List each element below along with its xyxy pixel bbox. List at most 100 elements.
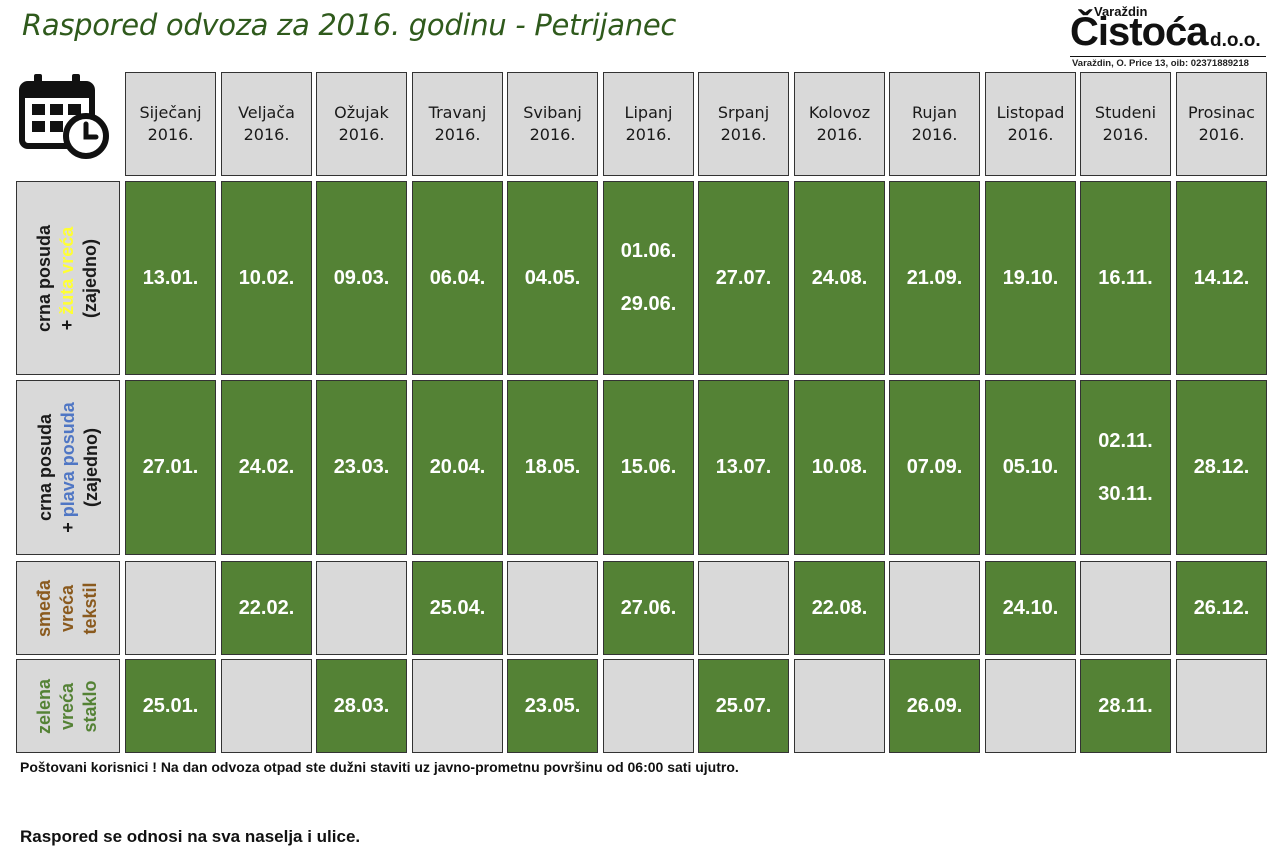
empty-cell xyxy=(889,561,980,655)
month-name: Siječanj xyxy=(139,103,202,122)
row-label-word: vreća xyxy=(57,584,78,632)
row-label-line: (zajedno) xyxy=(80,402,103,533)
pickup-date: 22.02. xyxy=(238,596,295,619)
pickup-date: 23.05. xyxy=(524,694,581,717)
pickup-date-cell: 13.01. xyxy=(125,181,216,375)
row-label-text: crna posuda + žuta vreća (zajedno) xyxy=(34,224,103,331)
month-name: Kolovoz xyxy=(808,103,871,122)
row-label-word: vreća xyxy=(57,682,78,730)
month-header: Kolovoz 2016. xyxy=(794,72,885,176)
pickup-date-cell: 19.10. xyxy=(985,181,1076,375)
month-header: Lipanj 2016. xyxy=(603,72,694,176)
pickup-date: 02.11. xyxy=(1098,429,1153,452)
pickup-date-cell: 07.09. xyxy=(889,380,980,555)
pickup-date-cell: 28.03. xyxy=(316,659,407,753)
pickup-date: 13.01. xyxy=(142,266,199,289)
pickup-date: 20.04. xyxy=(429,456,486,478)
month-name: Prosinac xyxy=(1188,103,1255,122)
month-header: Veljača 2016. xyxy=(221,72,312,176)
empty-cell xyxy=(1080,561,1171,655)
month-header: Studeni 2016. xyxy=(1080,72,1171,176)
pickup-date-cell: 04.05. xyxy=(507,181,598,375)
pickup-date-cell: 27.07. xyxy=(698,181,789,375)
row-label-word: žuta vreća xyxy=(57,226,78,315)
row-label-word: zelena xyxy=(34,678,55,734)
month-year: 2016. xyxy=(625,125,672,144)
pickup-date-cell: 05.10. xyxy=(985,380,1076,555)
pickup-date-cell: 23.03. xyxy=(316,380,407,555)
empty-cell xyxy=(1176,659,1267,753)
row-label-line: crna posuda xyxy=(34,224,57,331)
pickup-date: 27.01. xyxy=(142,456,199,478)
row-label-line: crna posuda xyxy=(34,402,57,533)
pickup-date: 24.08. xyxy=(811,266,868,289)
pickup-date: 01.06. xyxy=(620,240,677,262)
pickup-date: 26.09. xyxy=(906,694,963,717)
row-label: zelena vreća staklo xyxy=(16,659,120,753)
month-year: 2016. xyxy=(338,125,385,144)
empty-cell xyxy=(698,561,789,655)
pickup-date: 22.08. xyxy=(811,596,868,619)
pickup-date-cell: 16.11. xyxy=(1080,181,1171,375)
month-header: Srpanj 2016. xyxy=(698,72,789,176)
pickup-date: 14.12. xyxy=(1193,266,1250,289)
month-name: Listopad xyxy=(996,103,1065,122)
pickup-date-cell: 01.06. 29.06. xyxy=(603,181,694,375)
pickup-date-cell: 21.09. xyxy=(889,181,980,375)
logo-suffix: d.o.o. xyxy=(1210,30,1261,51)
page-title: Raspored odvoza za 2016. godinu - Petrij… xyxy=(22,8,677,42)
pickup-date: 19.10. xyxy=(1002,266,1059,289)
row-label-word: plava posuda xyxy=(57,402,78,518)
row-label-word: staklo xyxy=(80,679,101,733)
pickup-date: 30.11. xyxy=(1098,482,1153,505)
pickup-date-cell: 22.08. xyxy=(794,561,885,655)
pickup-date: 25.01. xyxy=(142,694,199,717)
pickup-date-cell: 24.10. xyxy=(985,561,1076,655)
pickup-date: 10.02. xyxy=(238,266,295,289)
pickup-date: 29.06. xyxy=(620,293,677,315)
month-header: Travanj 2016. xyxy=(412,72,503,176)
pickup-date-cell: 25.07. xyxy=(698,659,789,753)
pickup-date: 15.06. xyxy=(620,456,677,478)
month-name: Srpanj xyxy=(717,103,770,122)
pickup-date-cell: 10.02. xyxy=(221,181,312,375)
pickup-date: 28.03. xyxy=(333,694,390,717)
empty-cell xyxy=(985,659,1076,753)
logo-city: Varaždin xyxy=(1094,4,1148,19)
pickup-date: 27.06. xyxy=(620,596,677,619)
row-label-line: vreća xyxy=(57,678,80,733)
pickup-date-cell: 26.12. xyxy=(1176,561,1267,655)
pickup-date-cell: 18.05. xyxy=(507,380,598,555)
pickup-date-cell: 02.11. 30.11. xyxy=(1080,380,1171,555)
row-label-prefix: + xyxy=(57,517,78,533)
month-header: Ožujak 2016. xyxy=(316,72,407,176)
month-name: Rujan xyxy=(912,103,957,122)
pickup-date: 25.04. xyxy=(429,596,486,619)
row-label-word: (zajedno) xyxy=(80,238,101,318)
pickup-date-cell: 25.04. xyxy=(412,561,503,655)
month-name: Studeni xyxy=(1094,103,1157,122)
row-label-line: + plava posuda xyxy=(57,402,80,533)
month-header: Siječanj 2016. xyxy=(125,72,216,176)
month-name: Ožujak xyxy=(334,103,389,122)
pickup-date-cell: 24.02. xyxy=(221,380,312,555)
pickup-date: 09.03. xyxy=(333,266,390,289)
month-name: Travanj xyxy=(428,103,487,122)
pickup-date-cell: 25.01. xyxy=(125,659,216,753)
pickup-date: 16.11. xyxy=(1098,266,1153,289)
empty-cell xyxy=(316,561,407,655)
row-label-word: crna posuda xyxy=(34,413,55,522)
row-label-line: tekstil xyxy=(79,579,102,636)
month-header: Svibanj 2016. xyxy=(507,72,598,176)
month-year: 2016. xyxy=(147,125,194,144)
pickup-date: 26.12. xyxy=(1193,596,1250,619)
row-label-word: crna posuda xyxy=(34,224,55,332)
row-label: crna posuda + plava posuda (zajedno) xyxy=(16,380,120,555)
month-year: 2016. xyxy=(1102,125,1149,144)
pickup-date-cell: 26.09. xyxy=(889,659,980,753)
pickup-date: 27.07. xyxy=(715,266,772,289)
row-label-text: crna posuda + plava posuda (zajedno) xyxy=(34,402,103,533)
calendar-clock-icon xyxy=(18,72,110,162)
pickup-date-cell: 20.04. xyxy=(412,380,503,555)
pickup-date-cell: 24.08. xyxy=(794,181,885,375)
